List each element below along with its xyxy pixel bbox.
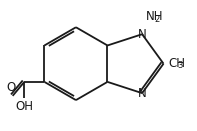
Text: NH: NH bbox=[146, 10, 163, 23]
Text: O: O bbox=[7, 81, 16, 94]
Text: N: N bbox=[138, 28, 147, 41]
Text: CH: CH bbox=[168, 57, 185, 70]
Text: 3: 3 bbox=[177, 61, 182, 70]
Text: OH: OH bbox=[15, 100, 33, 113]
Text: 2: 2 bbox=[154, 15, 160, 24]
Text: N: N bbox=[138, 87, 147, 100]
